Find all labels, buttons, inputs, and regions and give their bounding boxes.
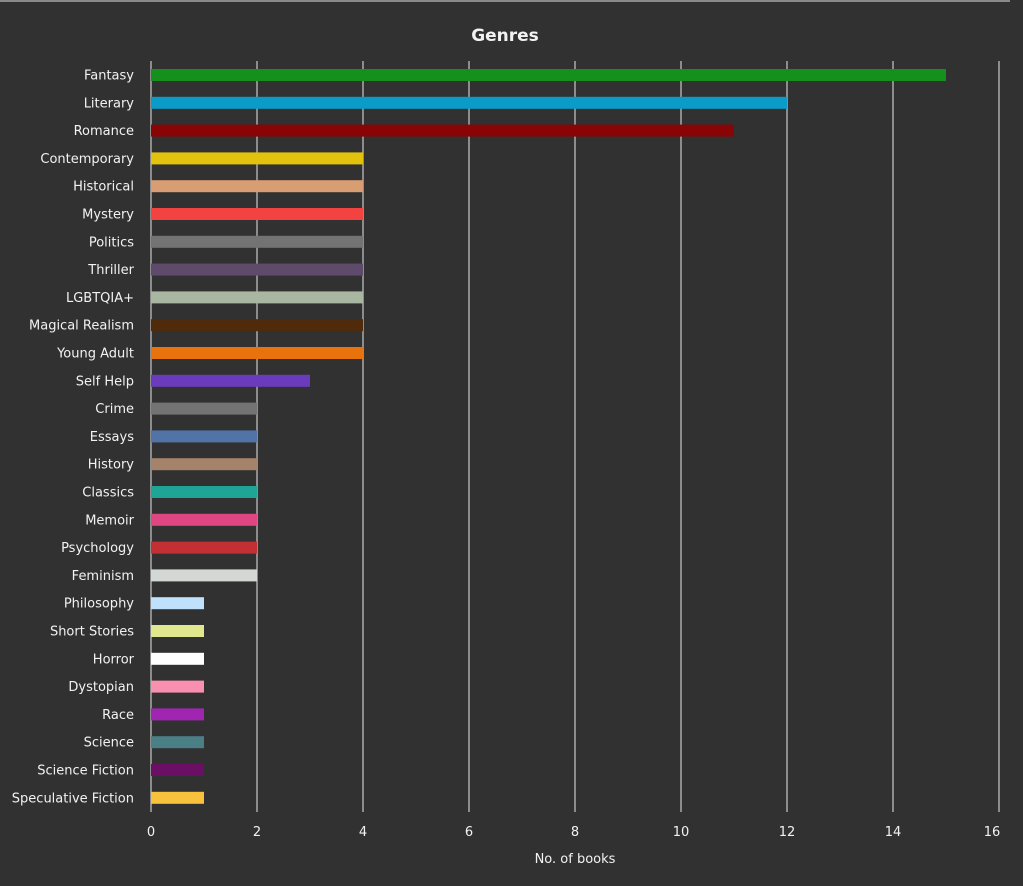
x-tick-label: 4	[359, 825, 367, 840]
category-label: Memoir	[85, 513, 134, 528]
bar	[151, 458, 257, 471]
bar	[151, 152, 363, 165]
category-label: Race	[102, 708, 134, 723]
bar	[151, 486, 257, 498]
bar	[151, 430, 257, 443]
bar	[151, 764, 204, 776]
bar	[151, 652, 204, 665]
category-label: Philosophy	[64, 597, 134, 612]
x-tick-label: 10	[673, 825, 690, 840]
bar	[151, 235, 363, 248]
chart-title: Genres	[471, 26, 539, 46]
category-label: Contemporary	[40, 152, 134, 167]
category-label: Dystopian	[68, 680, 134, 695]
category-label: Speculative Fiction	[12, 791, 134, 806]
category-label: Science	[84, 736, 134, 751]
category-label: Crime	[95, 402, 134, 417]
category-label: Magical Realism	[29, 319, 134, 334]
category-label: LGBTQIA+	[66, 291, 134, 306]
x-tick-label: 0	[147, 825, 155, 840]
bar	[151, 513, 257, 526]
category-label: Politics	[89, 235, 134, 250]
x-tick-labels: 0 2 4 6 8 10 12 14 16	[147, 825, 1000, 840]
bar	[151, 291, 363, 304]
bar	[151, 597, 204, 610]
x-tick-label: 6	[465, 825, 473, 840]
bar	[151, 124, 734, 137]
bars	[151, 69, 946, 804]
category-label: Historical	[73, 180, 134, 195]
category-label: Science Fiction	[37, 764, 134, 779]
bar	[151, 319, 363, 332]
bar	[151, 541, 257, 554]
category-label: Essays	[90, 430, 134, 445]
bar	[151, 708, 204, 721]
x-axis-title: No. of books	[535, 852, 616, 867]
category-label: Horror	[93, 652, 135, 667]
bar	[151, 69, 946, 81]
category-label: Classics	[82, 486, 134, 501]
bar	[151, 347, 363, 359]
category-label: Mystery	[82, 208, 134, 223]
bar	[151, 736, 204, 749]
category-label: Romance	[74, 124, 134, 139]
x-tick-label: 14	[885, 825, 902, 840]
category-label: Literary	[84, 96, 135, 111]
x-tick-label: 8	[571, 825, 579, 840]
category-label: History	[88, 458, 135, 473]
bar	[151, 208, 363, 220]
bar	[151, 791, 204, 804]
gridlines	[150, 61, 1000, 812]
bar	[151, 96, 787, 109]
bar	[151, 625, 204, 637]
category-label: Psychology	[61, 541, 134, 556]
category-label: Self Help	[76, 374, 134, 389]
category-label: Feminism	[72, 569, 134, 584]
bar	[151, 569, 257, 582]
x-tick-label: 12	[779, 825, 796, 840]
bar	[151, 402, 257, 415]
bar	[151, 180, 363, 193]
x-tick-label: 16	[984, 825, 1001, 840]
category-label: Thriller	[87, 263, 134, 278]
category-label: Fantasy	[84, 69, 134, 84]
category-label: Short Stories	[50, 625, 134, 640]
category-label: Young Adult	[56, 347, 134, 362]
bar	[151, 680, 204, 693]
category-labels: Fantasy Literary Romance Contemporary Histor…	[12, 69, 135, 807]
window-top-border	[0, 0, 1010, 2]
bar	[151, 263, 363, 276]
x-tick-label: 2	[253, 825, 261, 840]
bar	[151, 374, 310, 387]
